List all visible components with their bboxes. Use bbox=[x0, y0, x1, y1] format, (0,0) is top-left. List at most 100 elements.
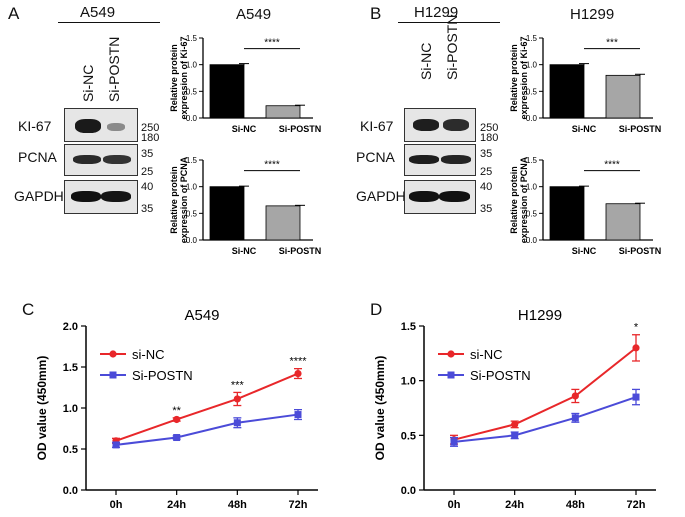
legend-marker bbox=[109, 350, 117, 358]
y-tick-label: 0.5 bbox=[401, 430, 416, 442]
y-tick-label: 0.5 bbox=[526, 209, 538, 218]
series-line bbox=[115, 413, 299, 446]
mw-marker: 25 bbox=[480, 166, 493, 178]
data-point bbox=[450, 438, 458, 446]
series-line bbox=[453, 347, 637, 441]
y-tick-label: 1.5 bbox=[186, 156, 198, 165]
data-point bbox=[233, 419, 241, 427]
y-tick-label: 0.5 bbox=[186, 209, 198, 218]
band bbox=[75, 119, 101, 133]
panel-a-title-underline bbox=[58, 22, 160, 23]
blot-label-ki67: KI-67 bbox=[360, 118, 394, 134]
lane-label-si-postn: Si-POSTN bbox=[106, 36, 122, 102]
band bbox=[71, 191, 101, 202]
series-line bbox=[115, 372, 299, 442]
blot-label-gapdh: GAPDH bbox=[14, 188, 64, 204]
band bbox=[103, 155, 131, 164]
legend-label: Si-POSTN bbox=[470, 368, 531, 383]
significance-label: *** bbox=[231, 379, 245, 391]
y-tick-label: 0.0 bbox=[186, 236, 198, 245]
legend-marker bbox=[447, 371, 455, 379]
y-tick-label: 0.0 bbox=[526, 236, 538, 245]
legend-label: si-NC bbox=[470, 347, 503, 362]
x-tick-label: Si-POSTN bbox=[279, 246, 322, 256]
y-tick-label: 1.5 bbox=[63, 362, 78, 374]
y-tick-label: 0.0 bbox=[186, 114, 198, 123]
chart-b-ki67: 0.0 0.5 1.0 1.5 Relative protein expression o… bbox=[509, 34, 662, 134]
mw-marker: 35 bbox=[141, 148, 154, 160]
y-tick-label: 1.5 bbox=[526, 156, 538, 165]
blot-gapdh bbox=[404, 180, 476, 214]
data-point bbox=[173, 434, 181, 442]
y-axis-label-line2: expression of PCNA bbox=[519, 156, 529, 243]
y-axis-label-line1: Relative protein bbox=[169, 166, 179, 234]
data-point bbox=[173, 415, 181, 424]
x-tick-label: Si-NC bbox=[232, 246, 257, 256]
mw-marker: 180 bbox=[141, 132, 160, 144]
x-tick-label: 24h bbox=[167, 499, 186, 511]
y-tick-label: 0.5 bbox=[526, 87, 538, 96]
chart-title: A549 bbox=[184, 308, 219, 324]
panel-b-title-underline bbox=[398, 22, 500, 23]
y-tick-label: 1.5 bbox=[401, 321, 416, 333]
y-axis-label-line1: Relative protein bbox=[169, 44, 179, 112]
y-axis-label-line2: expression of Ki-67 bbox=[519, 36, 529, 119]
y-tick-label: 1.0 bbox=[186, 183, 198, 192]
blot-ki67 bbox=[64, 108, 138, 142]
x-tick-label: Si-POSTN bbox=[619, 124, 662, 134]
x-tick-label: 48h bbox=[566, 499, 585, 511]
band bbox=[439, 191, 470, 202]
y-tick-label: 1.0 bbox=[186, 61, 198, 70]
y-tick-label: 0.0 bbox=[63, 485, 78, 497]
significance-label: **** bbox=[264, 160, 280, 171]
chart-title: H1299 bbox=[518, 308, 562, 324]
panel-b-cell-line: H1299 bbox=[414, 4, 459, 21]
y-axis-label: OD value (450mm) bbox=[373, 356, 387, 461]
data-point bbox=[294, 369, 302, 378]
chart-a-title: A549 bbox=[236, 6, 272, 23]
blot-label-pcna: PCNA bbox=[18, 149, 57, 165]
x-tick-label: 24h bbox=[505, 499, 524, 511]
band bbox=[413, 119, 439, 131]
chart-c: A549 0.0 0.5 1.0 1.5 2.0 0h 24h 48h 72h OD value (… bbox=[35, 308, 318, 511]
bar bbox=[209, 64, 245, 119]
panel-a-letter: A bbox=[8, 4, 20, 23]
band bbox=[101, 191, 131, 202]
y-tick-label: 2.0 bbox=[63, 321, 78, 333]
y-tick-label: 0.5 bbox=[63, 444, 78, 456]
x-tick-label: 72h bbox=[627, 499, 646, 511]
mw-marker: 35 bbox=[480, 148, 493, 160]
y-axis-label: OD value (450mm) bbox=[35, 356, 49, 461]
y-tick-label: 0.5 bbox=[186, 87, 198, 96]
mw-marker: 25 bbox=[141, 166, 154, 178]
data-point bbox=[571, 414, 579, 422]
x-tick-label: Si-POSTN bbox=[279, 124, 322, 134]
legend-label: Si-POSTN bbox=[132, 368, 193, 383]
x-tick-label: 48h bbox=[228, 499, 247, 511]
data-point bbox=[571, 392, 579, 400]
bar bbox=[605, 74, 641, 119]
chart-d: H1299 0.0 0.5 1.0 1.5 0h 24h 48h 72h OD value (45… bbox=[373, 308, 656, 511]
mw-marker: 180 bbox=[480, 132, 499, 144]
blot-label-pcna: PCNA bbox=[356, 149, 395, 165]
y-tick-label: 0.0 bbox=[526, 114, 538, 123]
bar bbox=[265, 105, 301, 119]
blot-pcna bbox=[404, 144, 476, 176]
blot-gapdh bbox=[64, 180, 138, 214]
x-tick-label: Si-NC bbox=[572, 124, 597, 134]
panel-b-letter: B bbox=[370, 4, 382, 23]
significance-label: *** bbox=[606, 38, 618, 49]
lane-label-si-postn: Si-POSTN bbox=[444, 14, 460, 80]
band bbox=[107, 123, 125, 131]
blot-label-gapdh: GAPDH bbox=[356, 188, 406, 204]
mw-marker: 35 bbox=[141, 203, 154, 215]
band bbox=[443, 119, 469, 131]
chart-a-pcna: 0.0 0.5 1.0 1.5 Relative protein expression o… bbox=[169, 156, 322, 256]
lane-label-si-nc: Si-NC bbox=[418, 42, 434, 80]
y-tick-label: 1.0 bbox=[526, 183, 538, 192]
panel-a-cell-line: A549 bbox=[80, 4, 116, 21]
panel-c-letter: C bbox=[22, 300, 35, 319]
band bbox=[73, 155, 101, 164]
data-point bbox=[632, 393, 640, 401]
data-point bbox=[511, 431, 519, 439]
